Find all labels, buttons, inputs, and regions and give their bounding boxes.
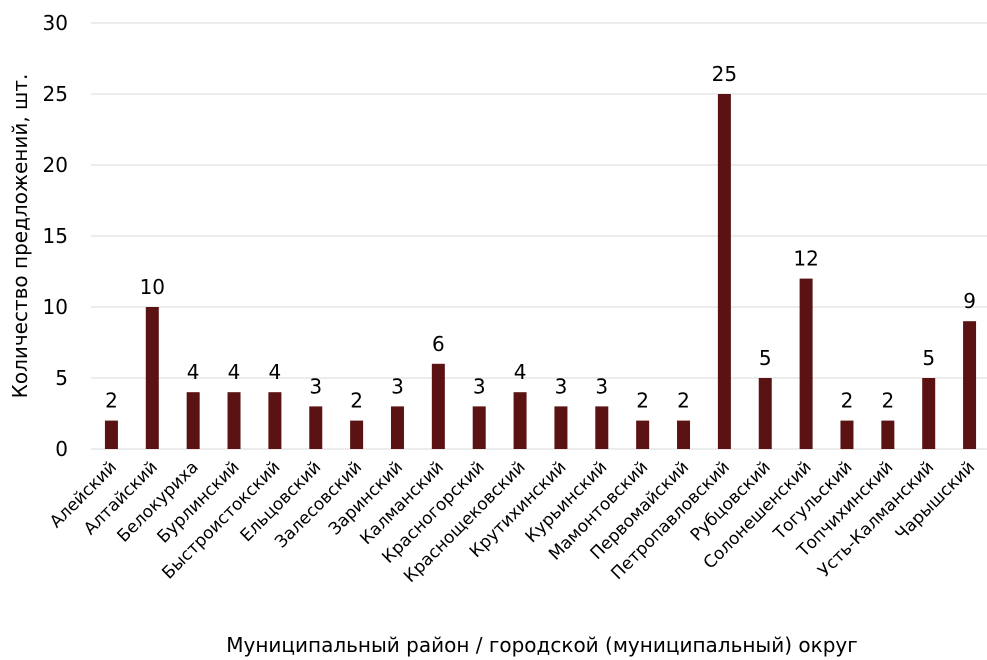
bar: [799, 278, 813, 449]
y-axis-title: Количество предложений, шт.: [8, 74, 32, 399]
bar: [186, 392, 200, 449]
data-label: 2: [677, 389, 690, 413]
data-label: 4: [514, 360, 527, 384]
data-label: 3: [555, 374, 568, 398]
data-label: 10: [140, 275, 165, 299]
data-label: 6: [432, 332, 445, 356]
data-label: 2: [881, 389, 894, 413]
x-axis-title: Муниципальный район / городской (муницип…: [226, 633, 857, 657]
y-tick-label: 0: [55, 437, 68, 461]
bar: [840, 420, 854, 449]
data-label: 25: [712, 62, 737, 86]
y-tick-label: 30: [43, 11, 68, 35]
data-label: 2: [105, 389, 118, 413]
y-axis-ticks: 0 5 10 15 20 25 30: [43, 11, 68, 461]
y-tick-label: 5: [55, 366, 68, 390]
bar: [963, 321, 977, 449]
data-label: 3: [391, 374, 404, 398]
x-axis-categories: АлейскийАлтайскийБелокурихаБурлинскийБыс…: [46, 457, 979, 586]
bar: [104, 420, 118, 449]
bar: [472, 406, 486, 449]
data-label: 2: [636, 389, 649, 413]
data-label: 5: [759, 346, 772, 370]
bar: [677, 420, 691, 449]
y-tick-label: 10: [43, 295, 68, 319]
data-label: 4: [228, 360, 241, 384]
y-tick-label: 15: [43, 224, 68, 248]
data-label: 3: [473, 374, 486, 398]
bar: [513, 392, 527, 449]
bar: [636, 420, 650, 449]
data-label: 2: [841, 389, 854, 413]
bar: [268, 392, 282, 449]
y-tick-label: 25: [43, 82, 68, 106]
bar: [431, 363, 445, 449]
bar: [717, 94, 731, 449]
bar: [881, 420, 895, 449]
bar: [309, 406, 323, 449]
y-tick-label: 20: [43, 153, 68, 177]
bar: [227, 392, 241, 449]
gridlines: [91, 22, 987, 450]
data-label: 5: [922, 346, 935, 370]
data-label: 3: [309, 374, 322, 398]
data-label: 12: [793, 247, 818, 271]
bar: [350, 420, 364, 449]
bar: [390, 406, 404, 449]
data-label: 4: [269, 360, 282, 384]
bar: [595, 406, 609, 449]
bar: [554, 406, 568, 449]
data-label: 2: [350, 389, 363, 413]
bars: [104, 94, 977, 449]
data-label: 3: [595, 374, 608, 398]
data-label: 4: [187, 360, 200, 384]
data-label: 9: [963, 289, 976, 313]
bar: [145, 307, 159, 449]
bar: [758, 378, 772, 449]
bar: [922, 378, 936, 449]
